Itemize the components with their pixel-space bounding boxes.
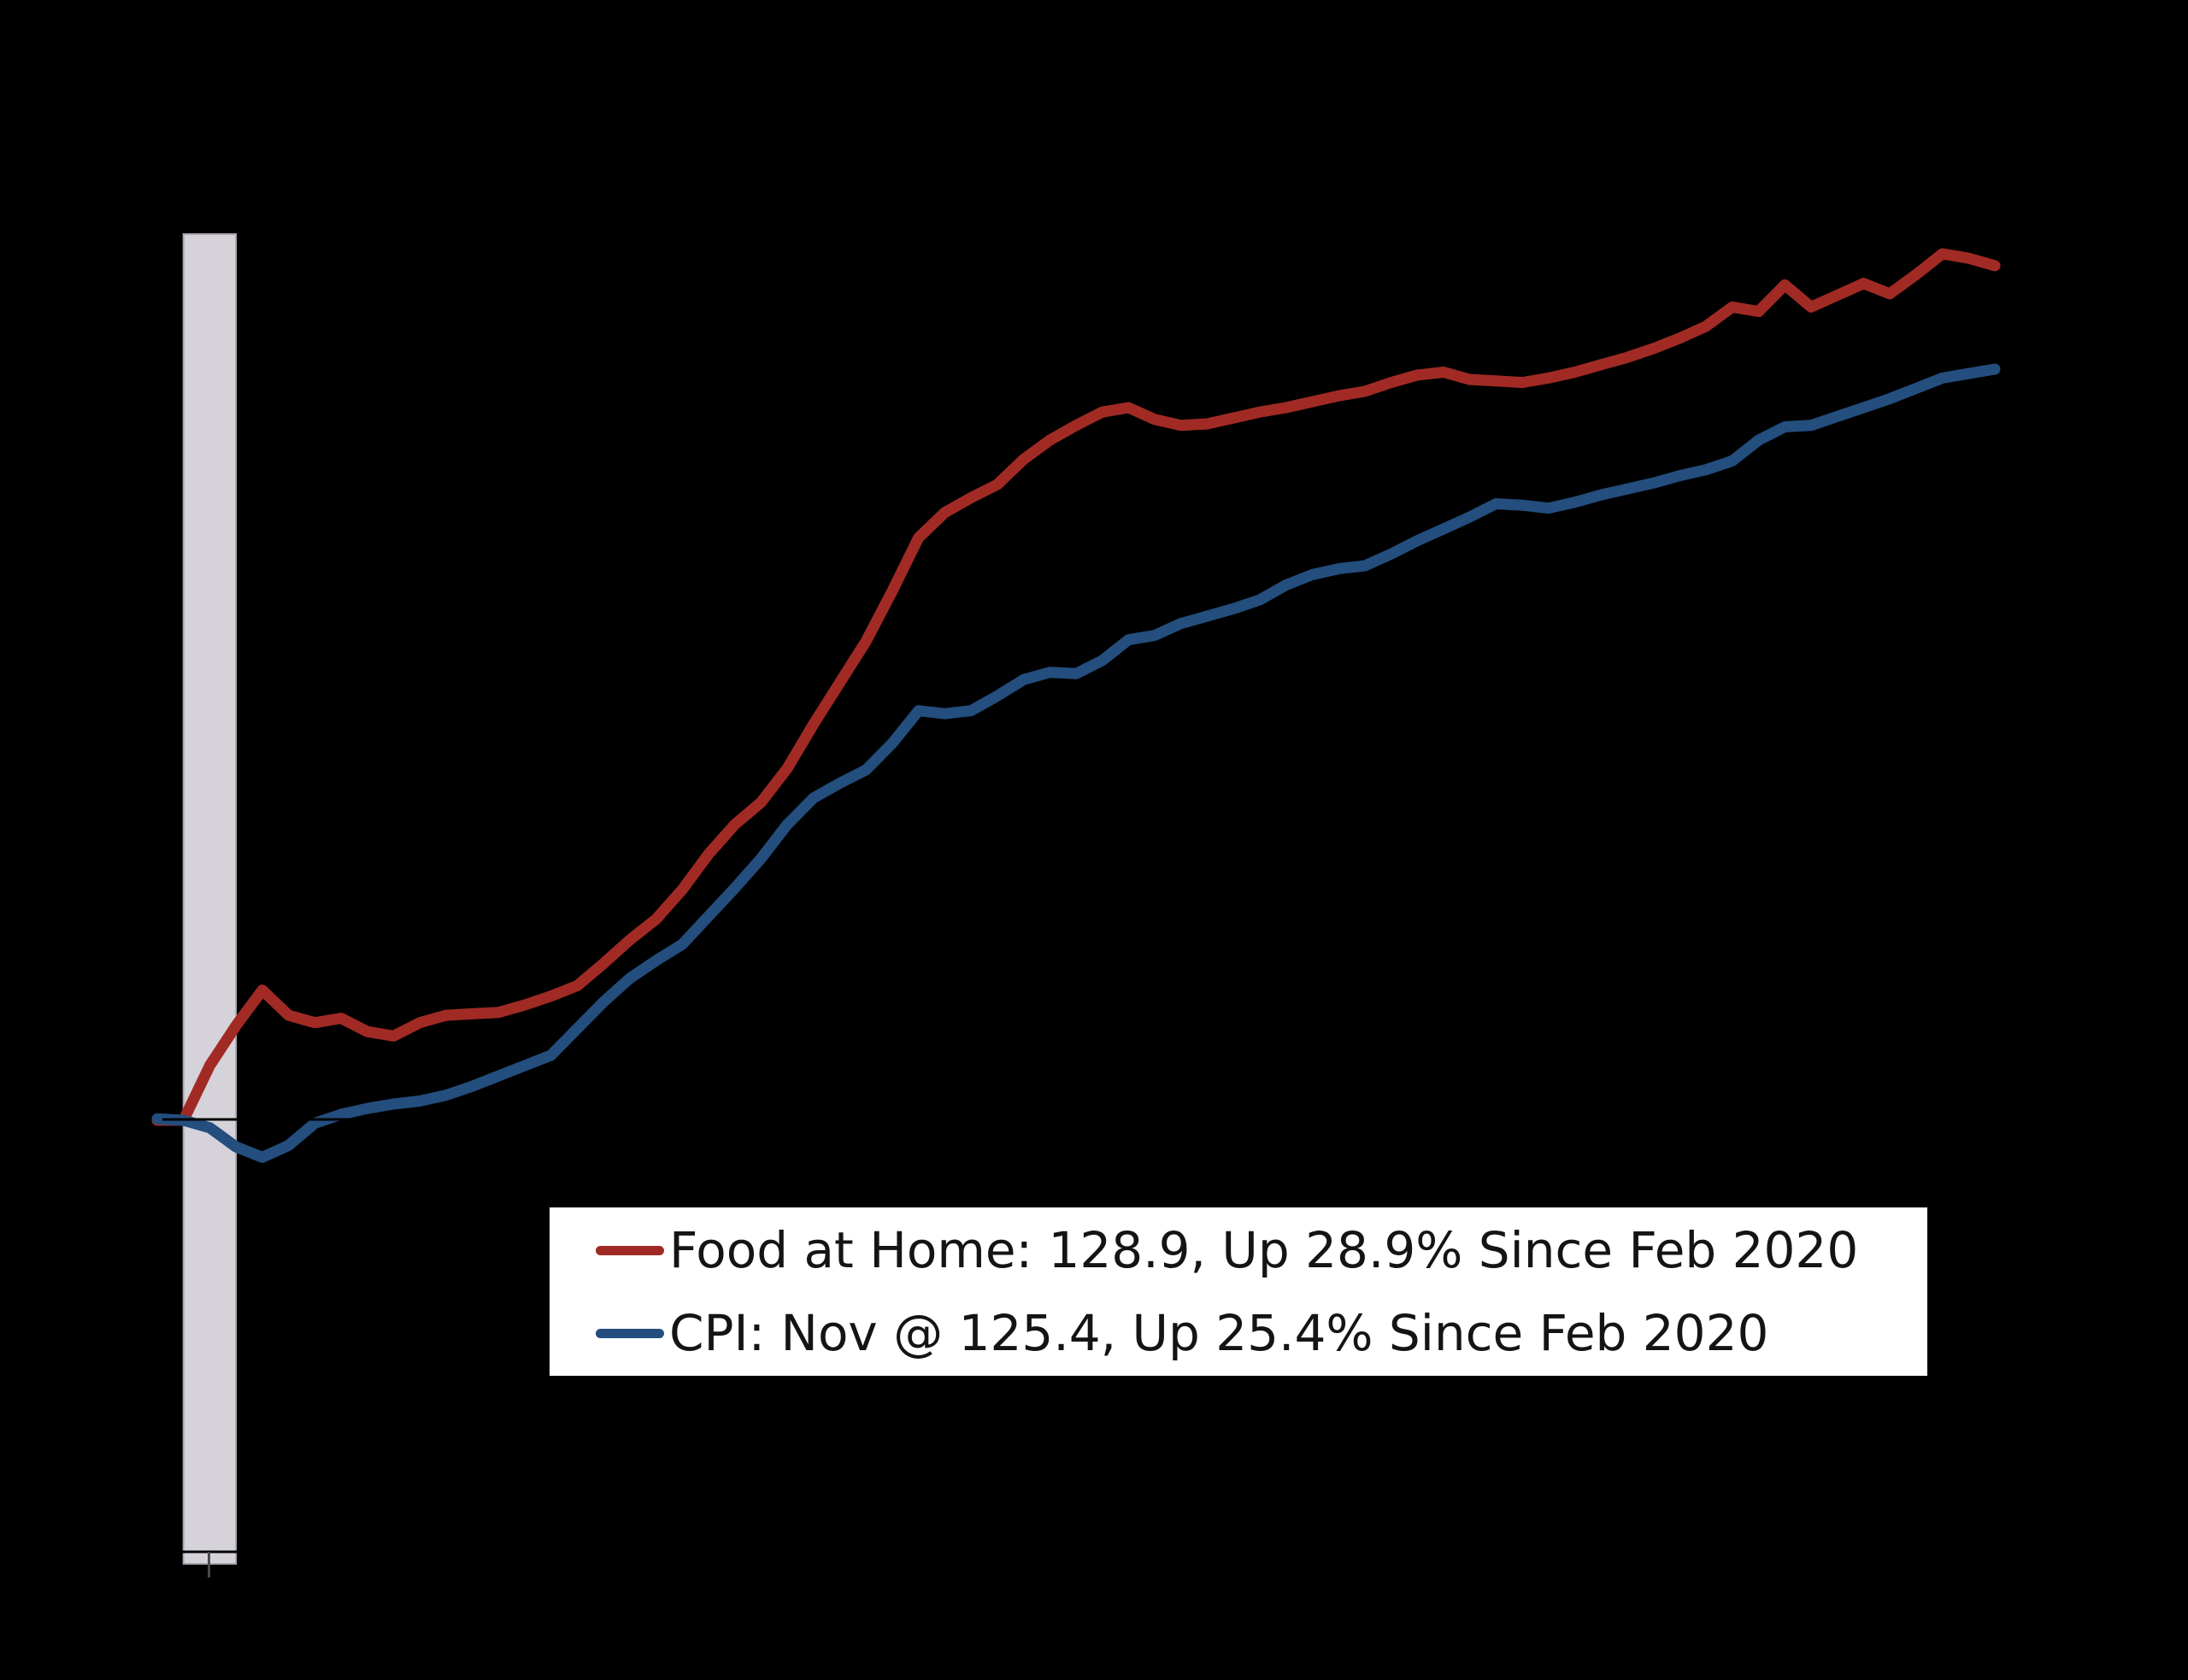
legend-label: Food at Home: 128.9, Up 28.9% Since Feb … (669, 1221, 1859, 1279)
legend-item-cpi: CPI: Nov @ 125.4, Up 25.4% Since Feb 202… (596, 1307, 1768, 1360)
chart-legend: Food at Home: 128.9, Up 28.9% Since Feb … (550, 1207, 1927, 1376)
legend-label: CPI: Nov @ 125.4, Up 25.4% Since Feb 202… (669, 1304, 1769, 1362)
recession-band (182, 233, 238, 1565)
legend-item-food-at-home: Food at Home: 128.9, Up 28.9% Since Feb … (596, 1224, 1858, 1277)
food-at-home-legend-marker (596, 1245, 664, 1255)
food-at-home-line (151, 248, 2001, 1126)
cpi-line (151, 363, 2001, 1163)
cpi-legend-marker (596, 1328, 664, 1338)
